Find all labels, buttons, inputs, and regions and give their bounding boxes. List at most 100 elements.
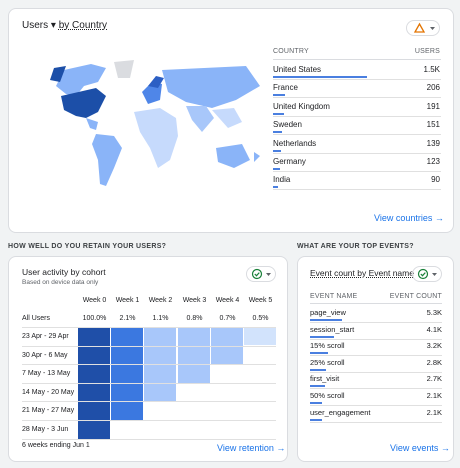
view-events-link[interactable]: View events → <box>390 443 450 453</box>
view-retention-link[interactable]: View retention → <box>217 443 286 453</box>
cohort-label: 23 Apr - 29 Apr <box>22 333 69 340</box>
event-count: 2.1K <box>426 407 442 417</box>
insights-button[interactable] <box>406 20 440 36</box>
user-count: 90 <box>431 175 440 185</box>
heat-cell <box>144 365 176 383</box>
heat-cell <box>211 328 243 346</box>
card-title[interactable]: Event count by Event name <box>310 268 414 278</box>
row-divider <box>310 405 442 406</box>
table-rule <box>310 303 442 304</box>
event-name[interactable]: 25% scroll <box>310 357 345 367</box>
world-map <box>50 60 260 186</box>
row-divider <box>273 152 441 154</box>
row-divider <box>22 420 276 421</box>
heat-cell <box>78 365 110 383</box>
row-divider <box>273 134 441 136</box>
row-bar <box>273 76 367 78</box>
user-count: 139 <box>426 138 440 148</box>
heat-cell <box>111 346 143 365</box>
row-divider <box>22 438 276 440</box>
country-name[interactable]: Germany <box>273 157 306 166</box>
heat-cell <box>178 346 210 365</box>
row-divider <box>310 421 442 423</box>
link-text[interactable]: View events <box>390 443 439 453</box>
link-text[interactable]: View retention <box>217 443 274 453</box>
row-bar <box>273 131 282 134</box>
event-name[interactable]: session_start <box>310 324 355 334</box>
row-divider <box>22 382 276 384</box>
row-divider <box>22 327 276 328</box>
week-header: Week 3 <box>182 297 207 304</box>
check-icon <box>251 268 271 280</box>
row-bar <box>273 94 285 97</box>
heat-cell <box>111 383 143 402</box>
link-text[interactable]: View countries <box>374 213 433 223</box>
cohort-label: 28 May - 3 Jun <box>22 426 69 433</box>
heat-cell <box>111 328 143 346</box>
row-divider <box>273 79 441 80</box>
row-bar <box>310 335 334 338</box>
country-name[interactable]: Netherlands <box>273 138 317 148</box>
country-name[interactable]: Sweden <box>273 120 302 130</box>
row-bar <box>310 385 325 388</box>
all-users-value: 0.7% <box>219 315 236 322</box>
heat-cell <box>78 421 110 439</box>
row-bar <box>273 168 280 170</box>
all-users-value: 1.1% <box>152 315 169 322</box>
row-bar <box>273 149 281 152</box>
week-header: Week 4 <box>215 297 240 304</box>
heat-cell <box>244 327 276 345</box>
cohort-label: 21 May - 27 May <box>22 407 75 415</box>
row-divider <box>310 338 442 340</box>
heat-cell <box>178 365 210 383</box>
cohort-label: 7 May - 13 May <box>22 370 71 378</box>
event-name[interactable]: 15% scroll <box>310 341 345 351</box>
check-icon <box>417 268 437 280</box>
user-count: 123 <box>426 157 440 166</box>
user-count: 191 <box>426 101 440 111</box>
heat-cell <box>78 402 110 420</box>
event-name[interactable]: first_visit <box>310 374 340 384</box>
column-header: EVENT COUNT <box>389 293 442 300</box>
event-name[interactable]: user_engagement <box>310 407 371 417</box>
user-count: 151 <box>426 120 440 130</box>
week-header: Week 5 <box>248 297 273 304</box>
metric-selector[interactable]: Users ▾ by Country <box>22 20 108 31</box>
status-button[interactable] <box>412 266 442 282</box>
dimension[interactable]: by Country <box>58 20 108 31</box>
user-count: 206 <box>426 83 440 93</box>
row-bar <box>310 319 342 321</box>
row-divider <box>310 322 442 323</box>
metric[interactable]: Users <box>22 20 49 31</box>
event-name[interactable]: 50% scroll <box>310 391 345 400</box>
country-name[interactable]: India <box>273 175 291 185</box>
heat-cell <box>78 383 110 402</box>
country-name[interactable]: United States <box>273 65 322 74</box>
warning-icon <box>413 22 435 33</box>
user-count: 1.5K <box>423 65 440 74</box>
status-button[interactable] <box>246 266 276 282</box>
heat-cell <box>144 383 176 402</box>
row-divider <box>22 345 276 347</box>
heat-cell <box>78 328 110 346</box>
event-count: 2.7K <box>426 374 442 384</box>
country-name[interactable]: United Kingdom <box>273 101 330 111</box>
week-header: Week 2 <box>148 297 173 304</box>
event-name[interactable]: page_view <box>310 308 346 317</box>
row-bar <box>310 402 322 404</box>
footer-note: 6 weeks ending Jun 1 <box>22 442 90 449</box>
all-users-label: All Users <box>22 315 51 322</box>
cohort-label: 30 Apr - 6 May <box>22 351 68 359</box>
event-count: 2.8K <box>426 357 442 367</box>
row-divider <box>310 388 442 390</box>
heat-cell <box>144 346 176 365</box>
table-rule <box>273 59 441 60</box>
row-bar <box>273 186 278 189</box>
row-divider <box>310 371 442 373</box>
country-name[interactable]: France <box>273 83 298 93</box>
week-header: Week 0 <box>82 297 107 304</box>
card-title: User activity by cohort <box>22 267 106 277</box>
view-countries-link[interactable]: View countries → <box>374 213 444 223</box>
heat-cell <box>178 328 210 346</box>
